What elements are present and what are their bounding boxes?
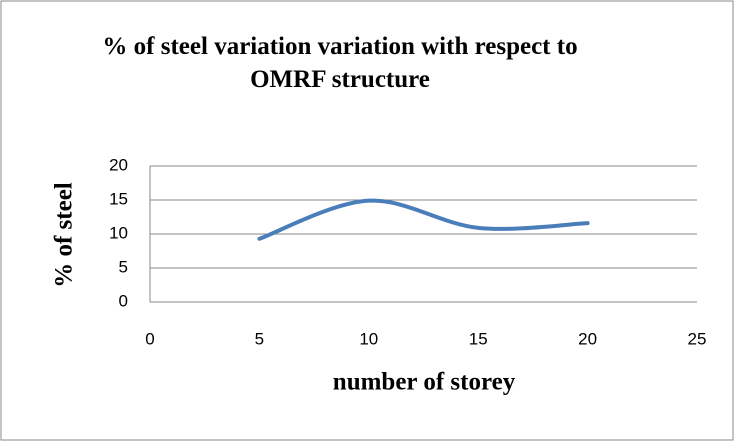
data-line [257,198,590,241]
y-tick-label: 0 [119,291,128,310]
y-tick-label: 20 [109,155,128,174]
y-tick-label: 15 [109,189,128,208]
x-tick-label: 25 [688,329,707,348]
x-tick-label: 0 [145,329,154,348]
x-tick-label: 15 [469,329,488,348]
x-tick-label: 20 [578,329,597,348]
x-tick-label: 5 [255,329,264,348]
chart-title: % of steel variation variation with resp… [102,33,578,93]
x-tick-label: 10 [359,329,378,348]
y-tick-label: 10 [109,223,128,242]
x-axis-label: number of storey [333,369,516,396]
y-tick-label: 5 [119,257,128,276]
y-axis-label: % of steel [51,182,78,288]
